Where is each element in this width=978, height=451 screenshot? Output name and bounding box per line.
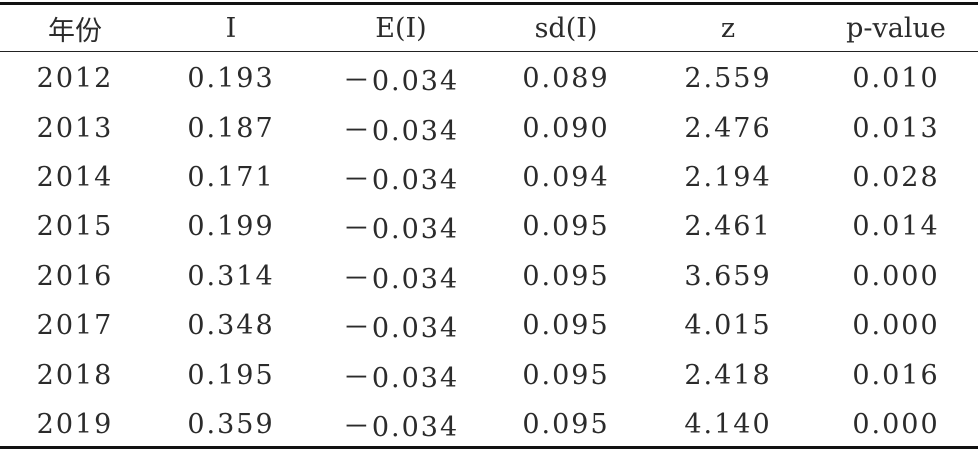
cell-expected-i: －0.034 xyxy=(342,362,460,394)
table-row: 2014 0.171 －0.034 0.094 2.194 0.028 xyxy=(0,153,978,202)
cell-year: 2019 xyxy=(36,408,114,440)
cell-p-value: 0.000 xyxy=(852,408,940,440)
cell-p-value: 0.000 xyxy=(852,260,940,292)
header-year: 年份 xyxy=(48,15,102,47)
cell-i: 0.187 xyxy=(187,112,275,144)
table-header: 年份 I E(I) sd(I) z p-value xyxy=(0,0,978,54)
cell-z: 2.461 xyxy=(684,211,772,243)
cell-expected-i: －0.034 xyxy=(342,214,460,246)
cell-p-value: 0.028 xyxy=(852,161,940,193)
cell-year: 2017 xyxy=(36,310,114,342)
cell-sd-i: 0.089 xyxy=(522,63,610,95)
cell-sd-i: 0.095 xyxy=(522,408,610,440)
cell-year: 2016 xyxy=(36,260,114,292)
table-header-rule xyxy=(0,51,978,52)
cell-year: 2015 xyxy=(36,211,114,243)
cell-sd-i: 0.095 xyxy=(522,211,610,243)
cell-i: 0.359 xyxy=(187,408,275,440)
header-expected-i: E(I) xyxy=(375,12,427,44)
header-z: z xyxy=(720,12,736,44)
cell-i: 0.314 xyxy=(187,260,275,292)
cell-year: 2013 xyxy=(36,112,114,144)
cell-i: 0.171 xyxy=(187,161,275,193)
cell-sd-i: 0.090 xyxy=(522,112,610,144)
table-body: 2012 0.193 －0.034 0.089 2.559 0.010 2013… xyxy=(0,54,978,449)
table-bottom-rule xyxy=(0,446,978,449)
cell-i: 0.193 xyxy=(187,63,275,95)
cell-sd-i: 0.095 xyxy=(522,260,610,292)
cell-i: 0.195 xyxy=(187,359,275,391)
cell-z: 4.015 xyxy=(684,310,772,342)
cell-z: 2.418 xyxy=(684,359,772,391)
table-row: 2016 0.314 －0.034 0.095 3.659 0.000 xyxy=(0,252,978,301)
cell-z: 4.140 xyxy=(684,408,772,440)
table-row: 2012 0.193 －0.034 0.089 2.559 0.010 xyxy=(0,54,978,103)
cell-p-value: 0.013 xyxy=(852,112,940,144)
cell-z: 2.476 xyxy=(684,112,772,144)
cell-z: 2.559 xyxy=(684,63,772,95)
cell-sd-i: 0.095 xyxy=(522,359,610,391)
header-i: I xyxy=(225,12,237,44)
table-row: 2019 0.359 －0.034 0.095 4.140 0.000 xyxy=(0,400,978,449)
table-row: 2017 0.348 －0.034 0.095 4.015 0.000 xyxy=(0,301,978,350)
cell-expected-i: －0.034 xyxy=(342,66,460,98)
cell-expected-i: －0.034 xyxy=(342,115,460,147)
cell-p-value: 0.016 xyxy=(852,359,940,391)
cell-expected-i: －0.034 xyxy=(342,313,460,345)
cell-i: 0.348 xyxy=(187,310,275,342)
table-row: 2015 0.199 －0.034 0.095 2.461 0.014 xyxy=(0,202,978,251)
cell-z: 2.194 xyxy=(684,161,772,193)
header-sd-i: sd(I) xyxy=(534,12,598,44)
cell-year: 2012 xyxy=(36,63,114,95)
table-row: 2013 0.187 －0.034 0.090 2.476 0.013 xyxy=(0,103,978,152)
cell-p-value: 0.014 xyxy=(852,211,940,243)
cell-sd-i: 0.095 xyxy=(522,310,610,342)
header-p-value: p-value xyxy=(846,12,946,44)
header-row: 年份 I E(I) sd(I) z p-value xyxy=(0,0,978,54)
cell-expected-i: －0.034 xyxy=(342,411,460,443)
cell-p-value: 0.010 xyxy=(852,63,940,95)
cell-p-value: 0.000 xyxy=(852,310,940,342)
cell-i: 0.199 xyxy=(187,211,275,243)
cell-year: 2014 xyxy=(36,161,114,193)
cell-z: 3.659 xyxy=(684,260,772,292)
cell-expected-i: －0.034 xyxy=(342,164,460,196)
cell-year: 2018 xyxy=(36,359,114,391)
cell-sd-i: 0.094 xyxy=(522,161,610,193)
table-top-rule xyxy=(0,2,978,5)
table-row: 2018 0.195 －0.034 0.095 2.418 0.016 xyxy=(0,350,978,399)
cell-expected-i: －0.034 xyxy=(342,263,460,295)
